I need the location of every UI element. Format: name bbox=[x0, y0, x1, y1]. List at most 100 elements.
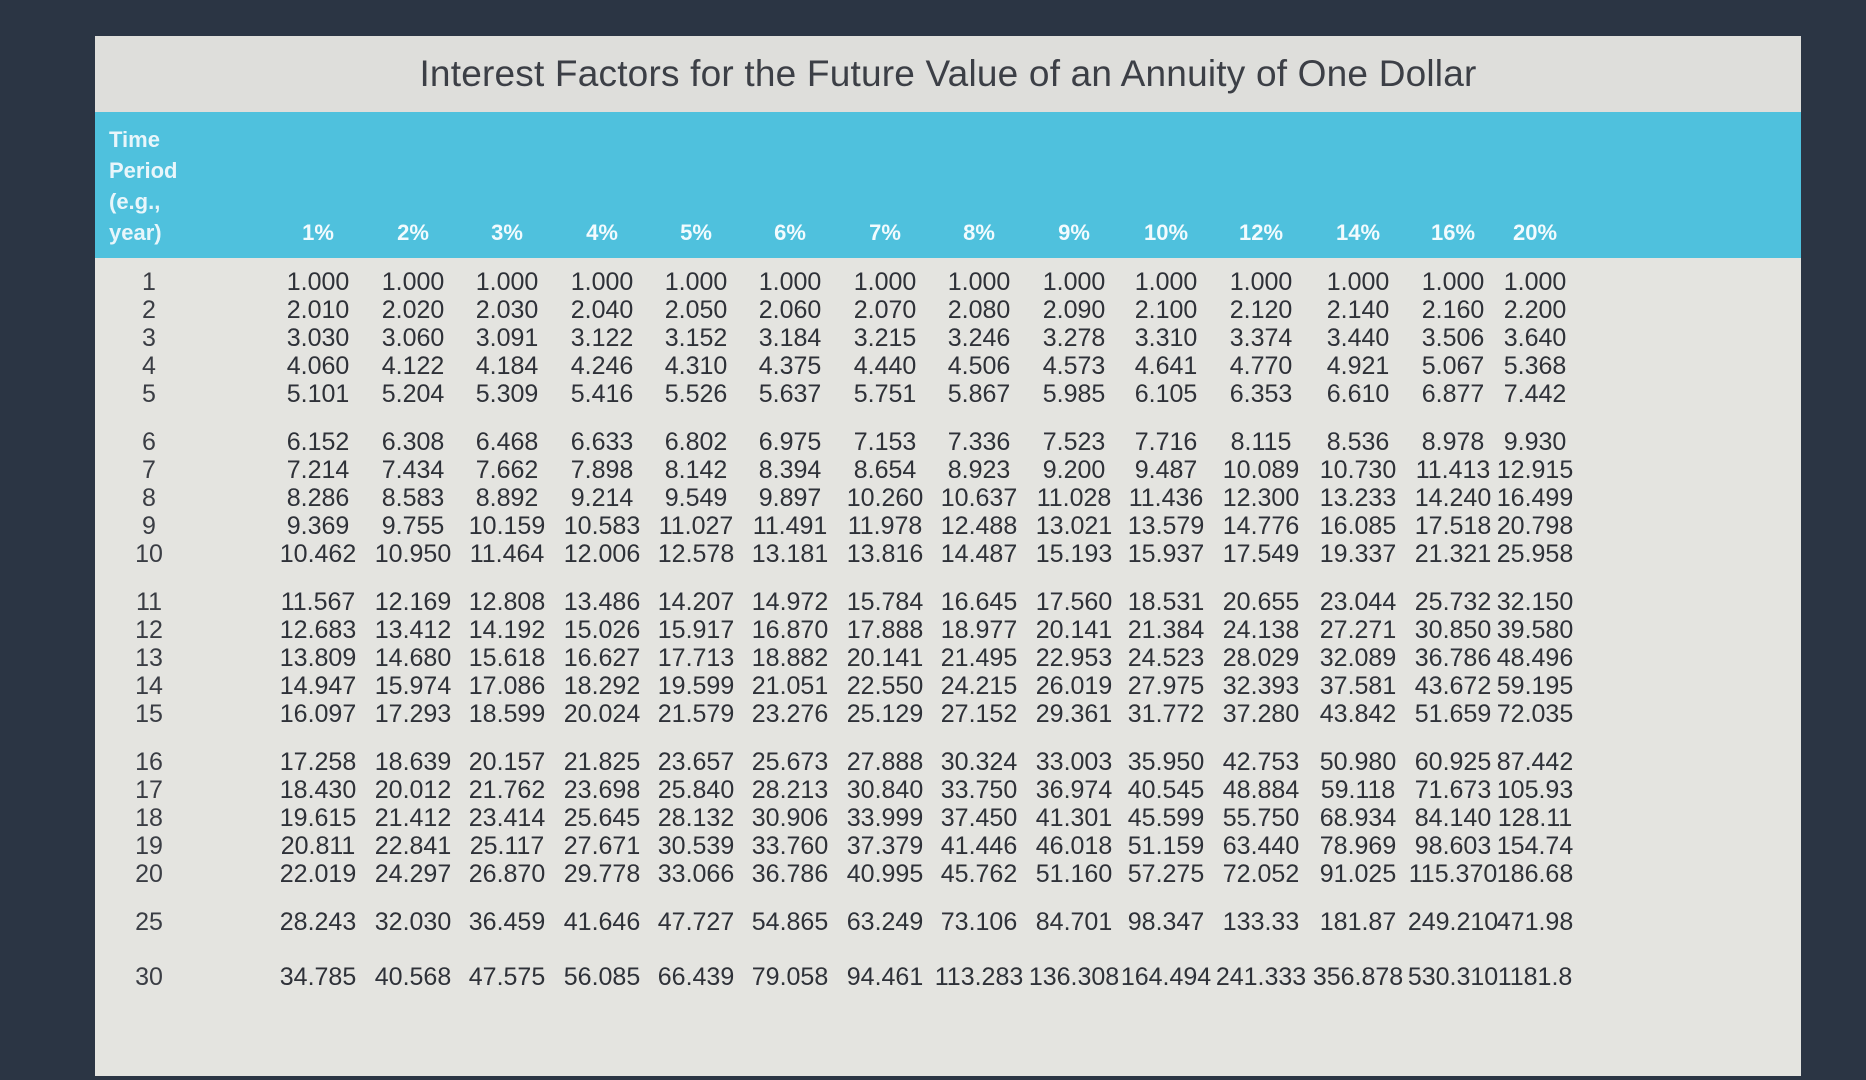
factor-cell: 8.142 bbox=[664, 456, 728, 484]
factor-cell: 1.000 bbox=[475, 268, 539, 296]
factor-cell: 9.549 bbox=[664, 484, 728, 512]
table-row: 19 20.811 22.841 25.117 27.671 30.539 33.760 37… bbox=[95, 832, 1801, 862]
factor-cell: 17.518 bbox=[1414, 512, 1492, 540]
factor-cell: 2.160 bbox=[1421, 296, 1485, 324]
factor-cell: 59.195 bbox=[1496, 672, 1574, 700]
table-row: 25 28.243 32.030 36.459 41.646 47.727 54.865 63… bbox=[95, 908, 1801, 938]
factor-cell: 5.067 bbox=[1421, 352, 1485, 380]
period-cell: 30 bbox=[135, 963, 163, 991]
table-row: 11 11.567 12.169 12.808 13.486 14.207 14.972 15… bbox=[95, 588, 1801, 618]
factor-cell: 10.583 bbox=[563, 512, 641, 540]
factor-cell: 22.019 bbox=[279, 860, 357, 888]
period-cell: 6 bbox=[142, 428, 156, 456]
factor-cell: 57.275 bbox=[1127, 860, 1205, 888]
factor-cell: 2.060 bbox=[758, 296, 822, 324]
period-cell: 18 bbox=[135, 804, 163, 832]
table-row: 13 13.809 14.680 15.618 16.627 17.713 18.882 20… bbox=[95, 644, 1801, 674]
factor-cell: 39.580 bbox=[1496, 616, 1574, 644]
factor-cell: 47.575 bbox=[468, 963, 546, 991]
period-cell: 11 bbox=[136, 588, 162, 616]
factor-cell: 48.496 bbox=[1496, 644, 1574, 672]
factor-cell: 6.802 bbox=[664, 428, 728, 456]
factor-cell: 27.888 bbox=[846, 748, 924, 776]
factor-cell: 2.200 bbox=[1503, 296, 1567, 324]
factor-cell: 68.934 bbox=[1319, 804, 1397, 832]
period-cell: 8 bbox=[142, 484, 156, 512]
factor-cell: 3.091 bbox=[475, 324, 539, 352]
factor-cell: 32.393 bbox=[1222, 672, 1300, 700]
factor-cell: 91.025 bbox=[1319, 860, 1397, 888]
factor-cell: 37.581 bbox=[1319, 672, 1397, 700]
factor-cell: 181.87 bbox=[1319, 908, 1397, 936]
factor-cell: 71.673 bbox=[1414, 776, 1492, 804]
factor-cell: 28.029 bbox=[1222, 644, 1300, 672]
factor-cell: 40.995 bbox=[846, 860, 924, 888]
factor-cell: 2.020 bbox=[381, 296, 445, 324]
period-cell: 13 bbox=[135, 644, 163, 672]
factor-cell: 24.215 bbox=[940, 672, 1018, 700]
period-cell: 7 bbox=[142, 456, 156, 484]
period-cell: 17 bbox=[135, 776, 163, 804]
factor-cell: 14.947 bbox=[279, 672, 357, 700]
factor-cell: 3.440 bbox=[1326, 324, 1390, 352]
factor-cell: 63.249 bbox=[846, 908, 924, 936]
factor-cell: 32.150 bbox=[1496, 588, 1574, 616]
period-cell: 14 bbox=[135, 672, 163, 700]
rate-header: 2% bbox=[397, 220, 429, 245]
factor-cell: 7.214 bbox=[286, 456, 350, 484]
factor-cell: 22.550 bbox=[846, 672, 924, 700]
factor-cell: 23.276 bbox=[751, 700, 829, 728]
factor-cell: 51.659 bbox=[1414, 700, 1492, 728]
factor-cell: 20.141 bbox=[846, 644, 924, 672]
factor-cell: 28.132 bbox=[657, 804, 735, 832]
factor-cell: 41.446 bbox=[940, 832, 1018, 860]
factor-cell: 15.618 bbox=[468, 644, 546, 672]
factor-cell: 4.310 bbox=[664, 352, 728, 380]
table-row: 10 10.462 10.950 11.464 12.006 12.578 13.181 13… bbox=[95, 540, 1801, 570]
factor-cell: 249.210 bbox=[1407, 908, 1499, 936]
table-row: 3 3.030 3.060 3.091 3.122 3.152 3.184 3.215 3.24… bbox=[95, 324, 1801, 354]
factor-cell: 115.370 bbox=[1408, 860, 1498, 888]
factor-cell: 12.578 bbox=[657, 540, 735, 568]
period-cell: 25 bbox=[135, 908, 163, 936]
factor-cell: 15.917 bbox=[657, 616, 735, 644]
factor-cell: 43.842 bbox=[1319, 700, 1397, 728]
factor-cell: 8.536 bbox=[1326, 428, 1390, 456]
factor-cell: 48.884 bbox=[1222, 776, 1300, 804]
factor-cell: 3.030 bbox=[286, 324, 350, 352]
factor-cell: 4.921 bbox=[1326, 352, 1390, 380]
table-row: 15 16.097 17.293 18.599 20.024 21.579 23.276 25… bbox=[95, 700, 1801, 730]
factor-cell: 25.732 bbox=[1414, 588, 1492, 616]
factor-cell: 10.159 bbox=[468, 512, 546, 540]
factor-cell: 19.615 bbox=[279, 804, 357, 832]
factor-cell: 8.923 bbox=[947, 456, 1011, 484]
factor-cell: 4.641 bbox=[1134, 352, 1198, 380]
factor-cell: 78.969 bbox=[1319, 832, 1397, 860]
factor-cell: 1.000 bbox=[1042, 268, 1106, 296]
factor-cell: 2.080 bbox=[947, 296, 1011, 324]
factor-cell: 23.657 bbox=[657, 748, 735, 776]
factor-cell: 16.645 bbox=[940, 588, 1018, 616]
rate-header: 12% bbox=[1238, 220, 1284, 245]
factor-cell: 33.999 bbox=[846, 804, 924, 832]
factor-cell: 2.030 bbox=[475, 296, 539, 324]
factor-cell: 15.974 bbox=[374, 672, 452, 700]
factor-cell: 25.840 bbox=[657, 776, 735, 804]
factor-cell: 3.374 bbox=[1229, 324, 1293, 352]
table-row: 30 34.785 40.568 47.575 56.085 66.439 79.058 94… bbox=[95, 963, 1801, 993]
factor-cell: 2.090 bbox=[1042, 296, 1106, 324]
factor-cell: 73.106 bbox=[940, 908, 1018, 936]
factor-cell: 11.413 bbox=[1415, 456, 1491, 484]
factor-cell: 33.003 bbox=[1035, 748, 1113, 776]
factor-cell: 14.972 bbox=[751, 588, 829, 616]
factor-cell: 10.730 bbox=[1319, 456, 1397, 484]
factor-cell: 20.157 bbox=[468, 748, 546, 776]
factor-cell: 14.776 bbox=[1222, 512, 1300, 540]
factor-cell: 6.468 bbox=[475, 428, 539, 456]
factor-cell: 21.412 bbox=[374, 804, 452, 832]
factor-cell: 31.772 bbox=[1127, 700, 1205, 728]
factor-cell: 10.637 bbox=[940, 484, 1018, 512]
factor-cell: 24.138 bbox=[1222, 616, 1300, 644]
factor-cell: 12.683 bbox=[279, 616, 357, 644]
factor-cell: 17.713 bbox=[657, 644, 735, 672]
